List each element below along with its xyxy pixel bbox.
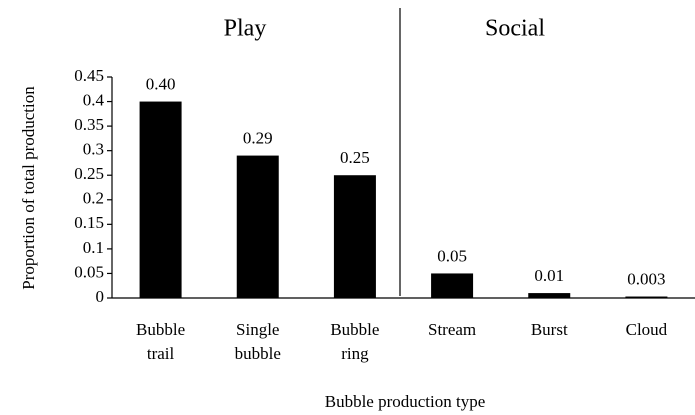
group-label: Social [485,16,545,42]
x-tick-label: Single bubble [234,320,281,363]
bar [431,273,474,298]
y-tick-label: 0.3 [83,140,104,159]
x-tick-label: Cloud [625,320,668,339]
x-axis-title: Bubble production type [325,392,486,411]
value-label: 0.25 [340,148,370,167]
y-axis-title: Proportion of total production [19,86,38,290]
y-tick-label: 0.2 [83,189,104,208]
y-tick-label: 0 [96,287,105,306]
bar [625,296,668,298]
x-tick-label: Bubble ring [330,320,380,363]
bar [528,293,571,298]
bar [333,175,376,298]
x-tick-label: Bubble trail [136,320,186,363]
value-label: 0.05 [437,246,467,265]
y-tick-label: 0.45 [74,66,104,85]
y-tick-label: 0.15 [74,213,104,232]
bar [139,101,182,298]
y-tick-label: 0.4 [83,90,105,109]
value-label: 0.29 [243,128,273,147]
group-label: Play [224,16,267,42]
value-label: 0.003 [627,269,665,288]
x-tick-label: Burst [530,320,568,339]
bar [236,155,279,298]
value-label: 0.01 [534,266,564,285]
y-tick-label: 0.35 [74,115,104,134]
x-tick-label: Stream [428,320,477,339]
value-label: 0.40 [146,74,176,93]
y-tick-label: 0.25 [74,164,104,183]
y-tick-label: 0.05 [74,262,104,281]
y-tick-label: 0.1 [83,238,104,257]
